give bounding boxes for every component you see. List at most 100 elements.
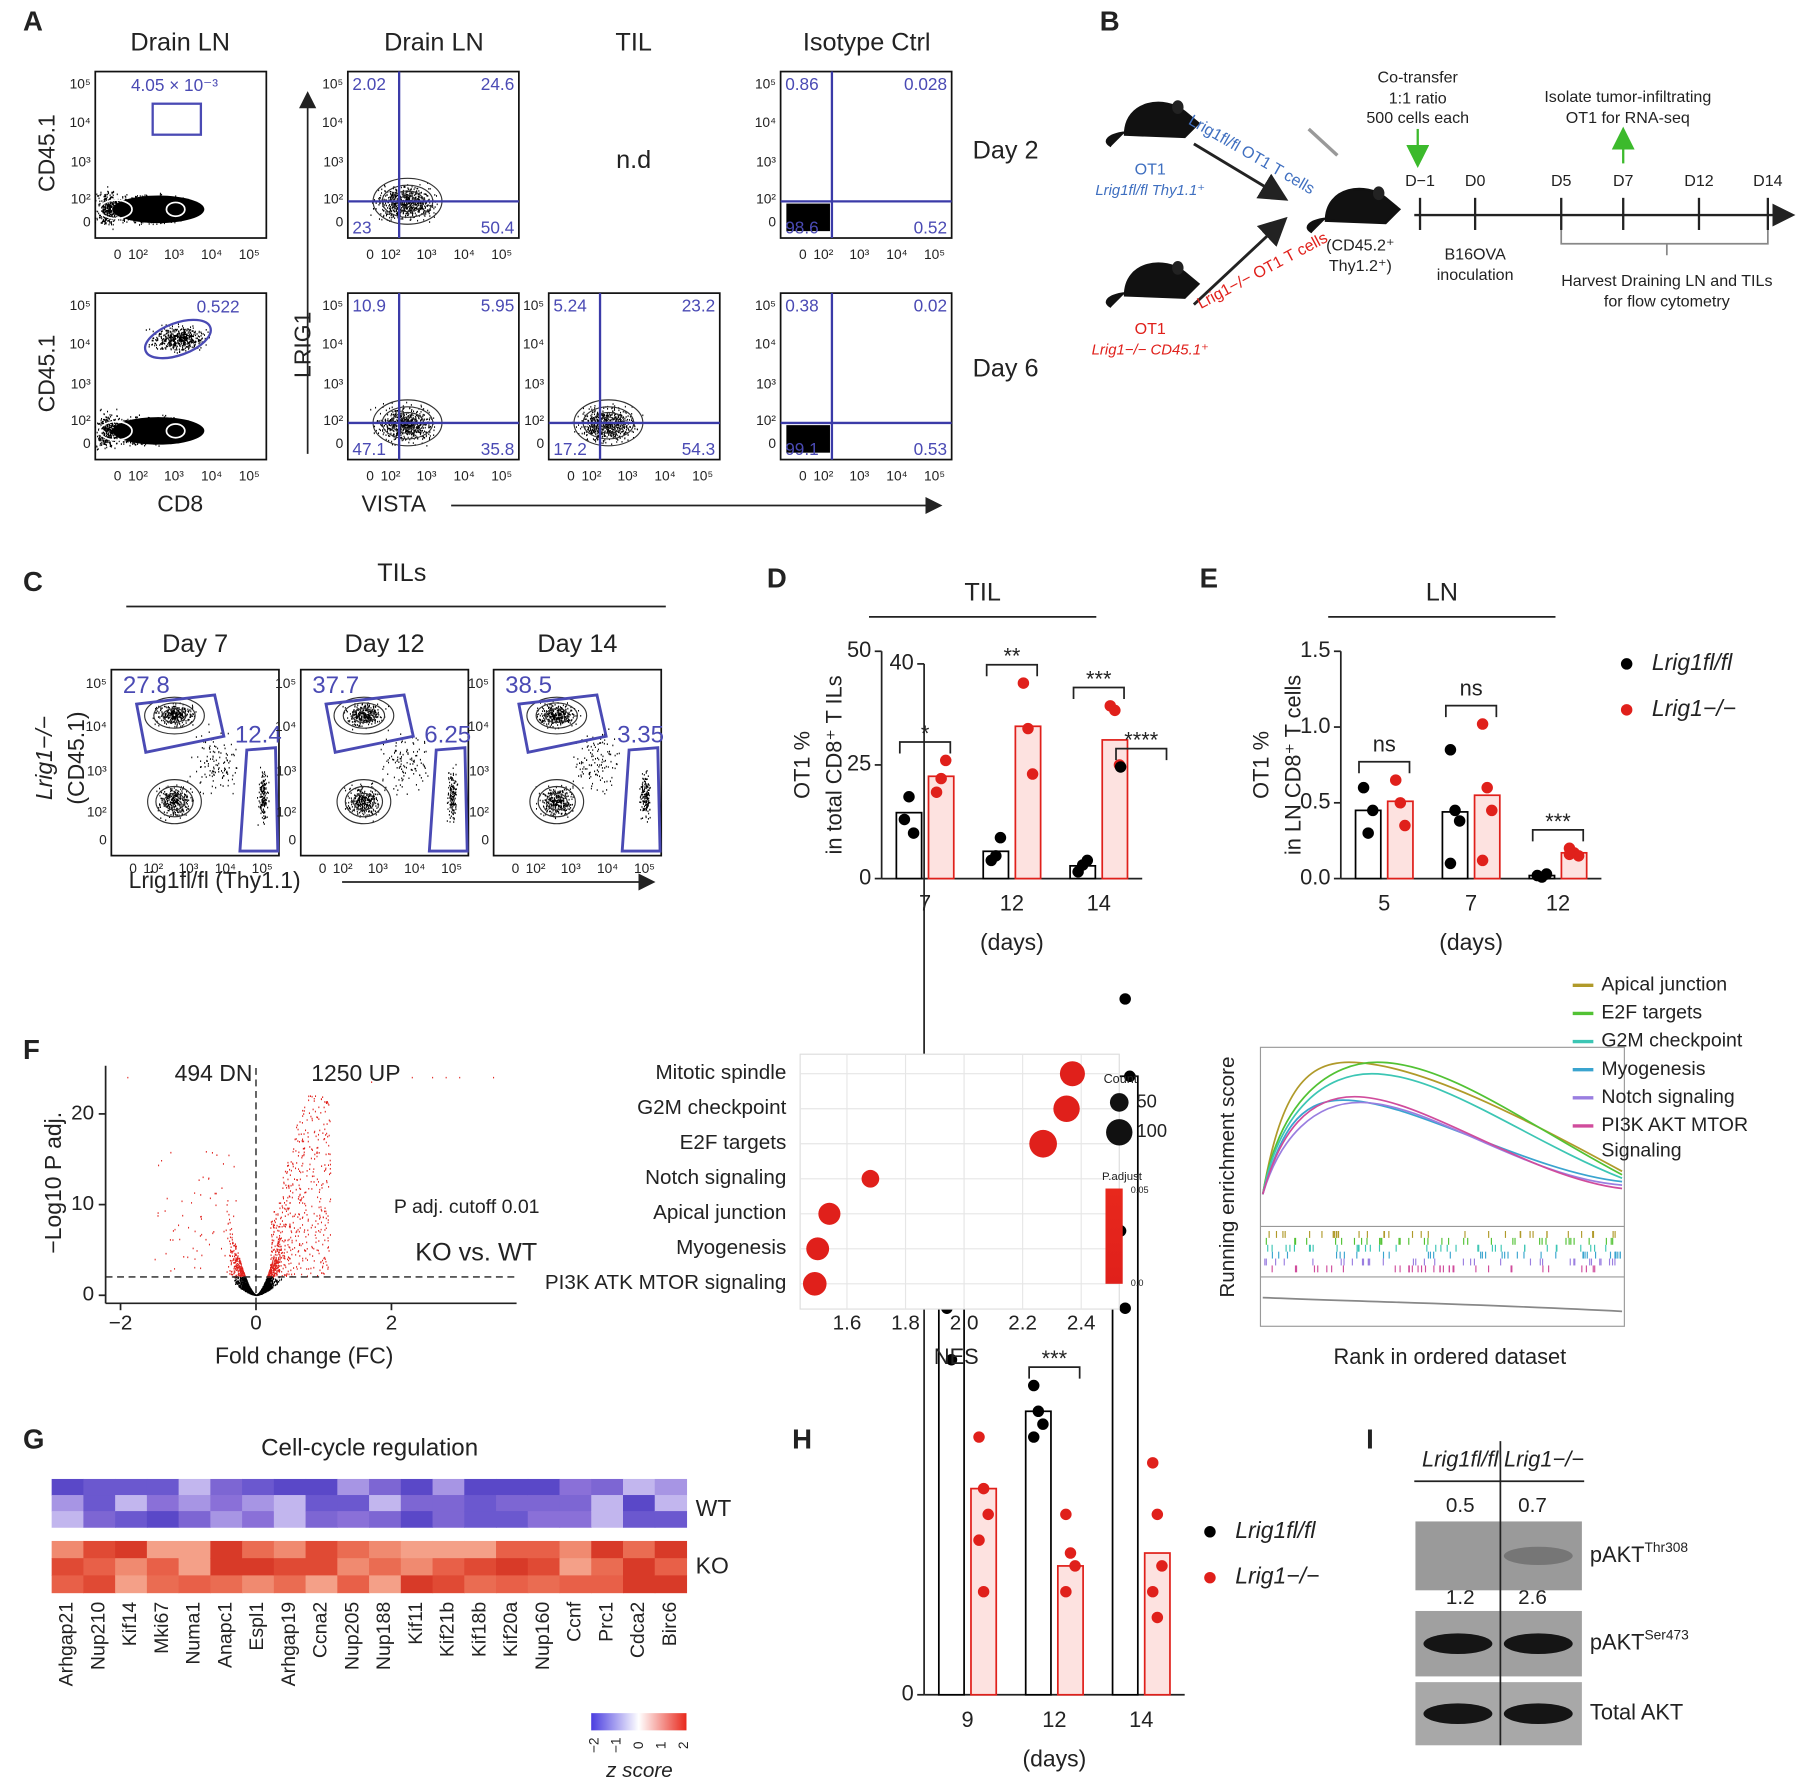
heatmap-cell (305, 1575, 338, 1594)
significance-bracket (1531, 829, 1585, 842)
heatmap-cell (496, 1575, 529, 1594)
y-tick-label: 10⁵ (275, 676, 296, 691)
heatmap-cell (178, 1558, 211, 1576)
gene-label: Birc6 (659, 1602, 681, 1646)
heatmap-cell (273, 1558, 307, 1576)
y-tick-label: 10⁵ (70, 298, 91, 313)
heatmap-cell (337, 1575, 370, 1594)
label: 1250 UP (311, 1060, 400, 1086)
contour (526, 696, 588, 735)
label: Lrig1fl/fl (Thy1.1) (129, 867, 301, 893)
gate (238, 746, 280, 853)
x-tick-label: 10⁴ (404, 861, 425, 876)
heatmap-cell (337, 1495, 370, 1512)
y-tick-label: 10³ (276, 764, 296, 779)
heatmap-cell (51, 1478, 84, 1496)
chart-title: TIL (964, 579, 1000, 607)
data-point (1399, 819, 1411, 832)
label: P adj. cutoff 0.01 (394, 1196, 540, 1218)
data-point (1027, 1431, 1040, 1443)
heatmap-cell (242, 1558, 275, 1576)
data-point (935, 772, 947, 785)
heatmap-cell (622, 1511, 656, 1528)
data-point (1027, 1379, 1040, 1392)
x-tick-label: 0 (366, 247, 374, 262)
x-tick-label: 10² (813, 247, 833, 262)
heatmap-cell (559, 1478, 592, 1496)
y-tick-label: 10² (756, 191, 776, 206)
legend-label: Lrig1fl/fl (1652, 649, 1733, 675)
heatmap-cell (400, 1540, 434, 1559)
heatmap-cell (83, 1511, 116, 1528)
legend-marker (1204, 1526, 1216, 1538)
colorbar (1105, 1188, 1123, 1284)
x-tick-label: 10⁵ (692, 468, 713, 483)
panel-label: F (23, 1034, 40, 1065)
axis-label: CD45.1 (33, 335, 59, 413)
x-tick-label: 10⁵ (924, 468, 945, 483)
x-tick-label: 2.4 (1067, 1311, 1096, 1334)
heatmap-cell (242, 1540, 275, 1559)
label: KO vs. WT (415, 1239, 537, 1267)
transfer-arrow (1192, 216, 1288, 306)
label: 0.5 (1446, 1494, 1475, 1517)
significance-bracket (1072, 686, 1125, 699)
data-point (1037, 1418, 1049, 1430)
data-point (1156, 1560, 1168, 1572)
plot-frame (346, 70, 520, 239)
quadrant-value: 0.53 (914, 439, 947, 459)
label: Lrig1−/− (31, 716, 57, 800)
data-point (1540, 868, 1553, 880)
data-point (1109, 704, 1121, 717)
label: (CD45.1) (63, 712, 89, 805)
y-tick-label: 10² (276, 804, 296, 819)
gene-label: Nup210 (87, 1602, 109, 1670)
quadrant-value: 10.9 (352, 295, 385, 315)
heatmap-cell (496, 1540, 529, 1559)
y-tick-label: 10³ (756, 155, 776, 170)
band-label: pAKTSer473 (1590, 1627, 1689, 1654)
y-tick-label: 50 (847, 637, 871, 662)
label: Lrig1−/− (1504, 1446, 1584, 1471)
gene-label: Kif21b (437, 1602, 459, 1657)
significance-label: *** (1545, 809, 1571, 834)
y-tick-label: 0 (83, 1283, 95, 1306)
dot (861, 1169, 880, 1188)
heatmap-cell (464, 1478, 497, 1496)
heatmap-cell (178, 1540, 211, 1559)
data-point (1572, 850, 1585, 862)
bar (1101, 739, 1129, 880)
legend-label: Lrig1−/− (1235, 1563, 1319, 1589)
label: TILs (377, 559, 426, 587)
y-axis-label: OT1 % (1249, 731, 1274, 799)
x-tick-label: 14 (1087, 891, 1111, 916)
x-tick-label: 14 (1129, 1707, 1153, 1732)
data-point (990, 850, 1002, 862)
event-core (786, 425, 830, 453)
heatmap-cell (591, 1540, 624, 1559)
contour (529, 779, 585, 825)
x-tick-label: 0 (512, 861, 520, 876)
quadrant-value: 0.38 (785, 295, 818, 315)
x-tick-label: 10⁵ (239, 247, 260, 262)
x-tick-label: 0 (567, 468, 575, 483)
legend-label: G2M checkpoint (1601, 1030, 1742, 1052)
legend-label: 50 (1136, 1090, 1156, 1111)
quadrant-value: 99.1 (785, 439, 818, 459)
heatmap-cell (464, 1495, 497, 1512)
y-tick-label: 10³ (323, 376, 343, 391)
x-tick-label: 0 (366, 468, 374, 483)
heatmap-cell (83, 1558, 116, 1576)
legend-label: Apical junction (1601, 973, 1727, 995)
x-tick-label: 10² (128, 247, 148, 262)
dot (1059, 1061, 1085, 1087)
label: Lrig1fl/fl OT1 T cells (1186, 111, 1318, 198)
heatmap-cell (432, 1495, 465, 1512)
gate (143, 318, 212, 360)
data-point (930, 786, 943, 798)
gate-value: 6.25 (424, 722, 471, 749)
heatmap-cell (527, 1540, 561, 1559)
ranked-metric (1262, 1296, 1623, 1313)
heatmap-cell (83, 1478, 116, 1496)
